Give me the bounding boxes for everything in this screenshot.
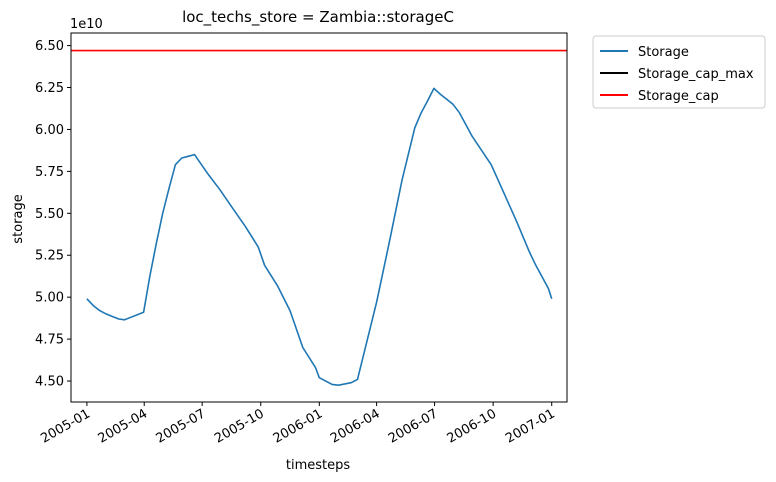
- legend: Storage Storage_cap_max Storage_cap: [592, 35, 766, 109]
- x-tick-label: 2006-10: [445, 406, 500, 446]
- x-tick-label: 2006-07: [386, 406, 441, 446]
- x-tick-label: 2005-07: [154, 406, 209, 446]
- legend-label: Storage_cap: [638, 89, 719, 104]
- legend-label: Storage: [638, 45, 689, 60]
- legend-box: [592, 35, 766, 109]
- y-tick-label: 4.75: [35, 333, 64, 348]
- x-tick-label: 2006-04: [328, 406, 383, 446]
- x-tick-label: 2005-04: [96, 406, 151, 446]
- legend-label: Storage_cap_max: [638, 67, 754, 82]
- y-offset-label: 1e10: [70, 17, 103, 32]
- y-tick-label: 6.50: [35, 39, 64, 54]
- chart-title: loc_techs_store = Zambia::storageC: [182, 8, 454, 27]
- y-tick-label: 5.75: [35, 165, 64, 180]
- y-tick-label: 5.25: [35, 249, 64, 264]
- y-tick-label: 6.25: [35, 81, 64, 96]
- axes-frame: [70, 32, 568, 403]
- x-tick-label: 2007-01: [503, 406, 558, 446]
- series-storage-line: [86, 87, 553, 387]
- x-tick-label: 2005-10: [212, 406, 267, 446]
- x-axis-label: timesteps: [286, 458, 350, 473]
- x-tick-label: 2005-01: [38, 406, 93, 446]
- y-axis-label: storage: [11, 194, 26, 243]
- y-tick-label: 5.50: [35, 207, 64, 222]
- y-tick-label: 6.00: [35, 123, 64, 138]
- plot-area: 2005-01 2005-04 2005-07 2005-10 2006-01 2006-…: [35, 32, 568, 447]
- y-tick-label: 4.50: [35, 375, 64, 390]
- y-tick-label: 5.00: [35, 291, 64, 306]
- x-tick-label: 2006-01: [271, 406, 326, 446]
